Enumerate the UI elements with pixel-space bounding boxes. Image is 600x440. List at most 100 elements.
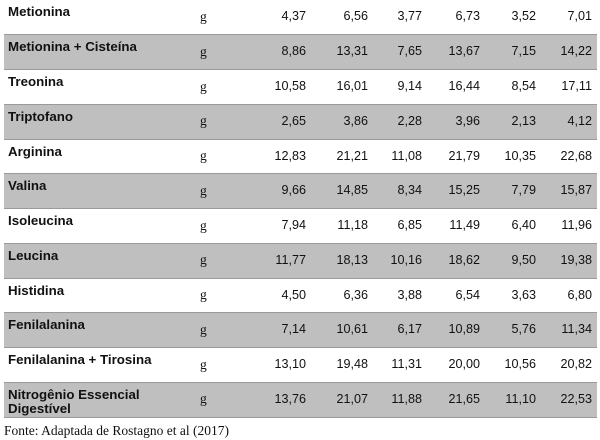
table-row: Metionina g 4,37 6,56 3,77 6,73 3,52 7,01 bbox=[4, 0, 597, 36]
value-cell: 19,38 bbox=[541, 243, 597, 279]
value-cell: 10,58 bbox=[255, 69, 311, 105]
value-cell: 6,40 bbox=[485, 208, 541, 244]
value-cell: 18,62 bbox=[427, 243, 485, 279]
value-cell: 7,65 bbox=[373, 34, 427, 70]
value-cell: 6,85 bbox=[373, 208, 427, 244]
value-cell: 6,56 bbox=[311, 0, 373, 36]
table-row: Treonina g 10,58 16,01 9,14 16,44 8,54 17,11 bbox=[4, 69, 597, 105]
value-cell: 7,15 bbox=[485, 34, 541, 70]
value-cell: 9,50 bbox=[485, 243, 541, 279]
table-row: Isoleucina g 7,94 11,18 6,85 11,49 6,40 11,96 bbox=[4, 208, 597, 244]
table-row: Histidina g 4,50 6,36 3,88 6,54 3,63 6,80 bbox=[4, 278, 597, 314]
amino-acid-name: Histidina bbox=[4, 278, 196, 314]
table-row: Nitrogênio Essencial Digestível g 13,76 21,… bbox=[4, 382, 597, 418]
unit-cell: g bbox=[196, 69, 255, 105]
table-row: Valina g 9,66 14,85 8,34 15,25 7,79 15,87 bbox=[4, 173, 597, 209]
value-cell: 4,50 bbox=[255, 278, 311, 314]
value-cell: 13,10 bbox=[255, 347, 311, 383]
value-cell: 3,96 bbox=[427, 104, 485, 140]
value-cell: 7,79 bbox=[485, 173, 541, 209]
value-cell: 8,54 bbox=[485, 69, 541, 105]
value-cell: 10,56 bbox=[485, 347, 541, 383]
unit-cell: g bbox=[196, 382, 255, 418]
value-cell: 11,18 bbox=[311, 208, 373, 244]
value-cell: 16,44 bbox=[427, 69, 485, 105]
amino-acid-name: Leucina bbox=[4, 243, 196, 279]
value-cell: 11,88 bbox=[373, 382, 427, 418]
value-cell: 19,48 bbox=[311, 347, 373, 383]
value-cell: 13,31 bbox=[311, 34, 373, 70]
value-cell: 21,65 bbox=[427, 382, 485, 418]
table-row: Fenilalanina g 7,14 10,61 6,17 10,89 5,76 11,34 bbox=[4, 312, 597, 348]
value-cell: 2,13 bbox=[485, 104, 541, 140]
value-cell: 18,13 bbox=[311, 243, 373, 279]
unit-cell: g bbox=[196, 278, 255, 314]
value-cell: 3,86 bbox=[311, 104, 373, 140]
unit-cell: g bbox=[196, 347, 255, 383]
unit-cell: g bbox=[196, 0, 255, 36]
value-cell: 21,07 bbox=[311, 382, 373, 418]
value-cell: 11,49 bbox=[427, 208, 485, 244]
unit-cell: g bbox=[196, 139, 255, 175]
amino-acid-name: Fenilalanina + Tirosina bbox=[4, 347, 196, 383]
unit-cell: g bbox=[196, 312, 255, 348]
value-cell: 17,11 bbox=[541, 69, 597, 105]
table-row: Leucina g 11,77 18,13 10,16 18,62 9,50 19,38 bbox=[4, 243, 597, 279]
table-row: Arginina g 12,83 21,21 11,08 21,79 10,35 22,68 bbox=[4, 139, 597, 175]
value-cell: 7,01 bbox=[541, 0, 597, 36]
value-cell: 3,63 bbox=[485, 278, 541, 314]
table-row: Triptofano g 2,65 3,86 2,28 3,96 2,13 4,12 bbox=[4, 104, 597, 140]
amino-acid-name: Arginina bbox=[4, 139, 196, 175]
value-cell: 20,82 bbox=[541, 347, 597, 383]
value-cell: 21,21 bbox=[311, 139, 373, 175]
value-cell: 10,35 bbox=[485, 139, 541, 175]
amino-acid-name: Triptofano bbox=[4, 104, 196, 140]
amino-acid-name: Valina bbox=[4, 173, 196, 209]
value-cell: 22,68 bbox=[541, 139, 597, 175]
value-cell: 11,96 bbox=[541, 208, 597, 244]
value-cell: 6,36 bbox=[311, 278, 373, 314]
value-cell: 12,83 bbox=[255, 139, 311, 175]
value-cell: 6,80 bbox=[541, 278, 597, 314]
amino-acid-name: Fenilalanina bbox=[4, 312, 196, 348]
unit-cell: g bbox=[196, 104, 255, 140]
value-cell: 5,76 bbox=[485, 312, 541, 348]
amino-acid-name: Metionina bbox=[4, 0, 196, 36]
value-cell: 10,61 bbox=[311, 312, 373, 348]
value-cell: 8,86 bbox=[255, 34, 311, 70]
value-cell: 11,31 bbox=[373, 347, 427, 383]
value-cell: 11,77 bbox=[255, 243, 311, 279]
value-cell: 7,14 bbox=[255, 312, 311, 348]
value-cell: 14,85 bbox=[311, 173, 373, 209]
value-cell: 2,28 bbox=[373, 104, 427, 140]
value-cell: 10,89 bbox=[427, 312, 485, 348]
value-cell: 6,73 bbox=[427, 0, 485, 36]
value-cell: 22,53 bbox=[541, 382, 597, 418]
value-cell: 3,88 bbox=[373, 278, 427, 314]
amino-acid-table: Metionina g 4,37 6,56 3,77 6,73 3,52 7,01 Metion… bbox=[4, 0, 597, 418]
value-cell: 3,77 bbox=[373, 0, 427, 36]
unit-cell: g bbox=[196, 208, 255, 244]
value-cell: 11,34 bbox=[541, 312, 597, 348]
unit-cell: g bbox=[196, 173, 255, 209]
table-source-note: Fonte: Adaptada de Rostagno et al (2017) bbox=[4, 423, 229, 438]
value-cell: 16,01 bbox=[311, 69, 373, 105]
value-cell: 4,12 bbox=[541, 104, 597, 140]
table-row: Metionina + Cisteína g 8,86 13,31 7,65 13,67 7… bbox=[4, 34, 597, 70]
value-cell: 11,10 bbox=[485, 382, 541, 418]
value-cell: 6,54 bbox=[427, 278, 485, 314]
value-cell: 4,37 bbox=[255, 0, 311, 36]
value-cell: 21,79 bbox=[427, 139, 485, 175]
amino-acid-name: Isoleucina bbox=[4, 208, 196, 244]
value-cell: 15,25 bbox=[427, 173, 485, 209]
value-cell: 11,08 bbox=[373, 139, 427, 175]
value-cell: 14,22 bbox=[541, 34, 597, 70]
amino-acid-name: Nitrogênio Essencial Digestível bbox=[4, 382, 196, 418]
unit-cell: g bbox=[196, 243, 255, 279]
value-cell: 10,16 bbox=[373, 243, 427, 279]
value-cell: 2,65 bbox=[255, 104, 311, 140]
unit-cell: g bbox=[196, 34, 255, 70]
amino-acid-name: Treonina bbox=[4, 69, 196, 105]
amino-acid-name: Metionina + Cisteína bbox=[4, 34, 196, 70]
